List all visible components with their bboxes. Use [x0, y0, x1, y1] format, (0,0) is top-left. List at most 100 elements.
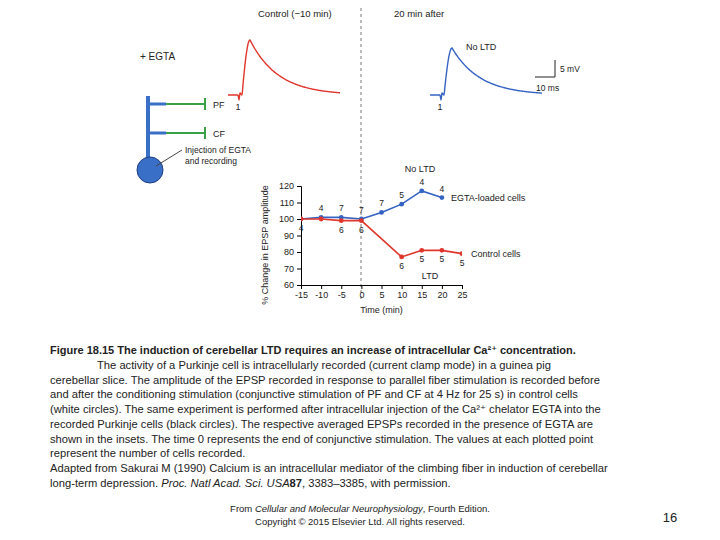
y-axis-line: [297, 187, 302, 286]
y-axis-tick-mark: [297, 285, 301, 286]
caption-line: (white circles). The same experiment is …: [50, 403, 601, 415]
series-point: [301, 217, 303, 222]
x-axis-tick: -10: [315, 285, 328, 300]
reference-part: long-term depression.: [50, 477, 161, 489]
dendrite-branch: [148, 132, 166, 135]
plot-marks: [301, 189, 462, 260]
series-point: [460, 251, 462, 256]
inset-label: No LTD: [466, 42, 497, 52]
caption-line: shown in the insets. The time 0 represen…: [50, 433, 594, 445]
separator: [361, 8, 362, 300]
fiber-label: PF: [213, 100, 225, 110]
caption-title: Figure 18.15 The induction of cerebellar…: [50, 344, 576, 356]
x-axis-tick-mark: [442, 285, 443, 289]
series-line: [301, 219, 462, 257]
annotation: LTD: [422, 271, 439, 281]
footer: From Cellular and Molecular Neurophysiol…: [230, 503, 677, 527]
caption-line: cerebellar slice. The amplitude of the E…: [50, 374, 600, 386]
x-axis-tick-label: 15: [417, 290, 427, 300]
cell-count: 4: [419, 177, 424, 187]
cell-body: [137, 157, 163, 183]
scale-label: 5 mV: [560, 64, 580, 74]
diagram: + EGTA PF CF Injection of EGTAand recording: [137, 51, 251, 183]
scale-bar: [535, 60, 555, 77]
series-point: [339, 218, 344, 223]
series-label: EGTA-loaded cells: [451, 193, 526, 203]
x-axis-tick-mark: [301, 285, 302, 289]
inset-title: 20 min after: [394, 8, 444, 19]
stimulus-label: 1: [437, 102, 442, 112]
reference-part: , 3383–3385, with permission.: [302, 477, 451, 489]
series-point: [419, 248, 424, 253]
y-axis-tick-mark: [297, 219, 301, 220]
reference-part: Proc. Natl Acad. Sci. USA: [161, 477, 289, 489]
scale-label: 10 ms: [536, 83, 559, 93]
x-axis-tick-label: 10: [397, 290, 407, 300]
plot-labels: 4777544EGTA-loaded cells4666555Control c…: [299, 164, 526, 281]
caption-line: and after the conditioning stimulation (…: [50, 388, 578, 400]
series-line: [301, 191, 442, 219]
x-axis-title: Time (min): [360, 305, 403, 315]
caption-line: Adapted from Sakurai M (1990) Calcium is…: [50, 462, 608, 474]
y-axis-tick: 60: [284, 280, 301, 290]
cell-count: 7: [359, 205, 364, 215]
series-point: [379, 210, 384, 215]
electrode-label: and recording: [185, 156, 237, 166]
cell-count: 5: [399, 190, 404, 200]
caption: Figure 18.15 The induction of cerebellar…: [50, 344, 608, 489]
y-axis-title: % Change in EPSP amplitude: [260, 185, 270, 304]
y-axis-tick-label: 70: [284, 264, 294, 274]
cell-count: 4: [440, 184, 445, 194]
cell-count: 7: [339, 203, 344, 213]
x-axis-tick-label: -15: [295, 290, 308, 300]
y-axis-tick-label: 80: [284, 247, 294, 257]
inset-title: Control (−10 min): [258, 8, 332, 19]
y-axis-tick-mark: [297, 203, 301, 204]
stimulus-label: 1: [235, 102, 240, 112]
cell-count: 4: [319, 203, 324, 213]
stimulator: [204, 127, 206, 139]
series-point: [439, 248, 444, 253]
cell-count: 6: [339, 225, 344, 235]
y-axis-tick: 120: [279, 181, 301, 191]
y-axis: 60708090100110120: [279, 181, 302, 290]
source-part: Cellular and Molecular Neurophysiology: [255, 503, 424, 514]
fiber-label: CF: [213, 129, 225, 139]
insets: Control (−10 min) 20 min after 1 1 No LTD 5 m…: [228, 8, 580, 300]
series-point: [319, 217, 324, 222]
series-point: [399, 202, 404, 207]
caption-reference: long-term depression. Proc. Natl Acad. S…: [50, 477, 451, 489]
x-axis-tick-label: -5: [338, 290, 346, 300]
caption-line: represent the number of cells recorded.: [50, 447, 245, 459]
condition-label: + EGTA: [140, 51, 175, 62]
x-axis-tick-label: 20: [437, 290, 447, 300]
y-axis-tick-label: 110: [280, 198, 294, 208]
x-axis-tick: -5: [338, 285, 346, 300]
cell-count: 6: [399, 261, 404, 271]
source-part: , Fourth Edition.: [423, 503, 490, 514]
electrode-label: Injection of EGTA: [185, 145, 251, 155]
footer-copyright: Copyright © 2015 Elsevier Ltd. All right…: [255, 516, 465, 527]
y-axis-tick-label: 120: [279, 181, 294, 191]
x-axis-tick-mark: [382, 285, 383, 289]
x-axis-tick: 15: [417, 285, 427, 300]
x-axis-tick: 0: [359, 285, 364, 300]
cell-count: 5: [419, 254, 424, 264]
cell-count: 4: [299, 223, 304, 233]
electrode: [156, 150, 182, 166]
cell-count: 6: [359, 225, 364, 235]
x-axis-tick: 20: [437, 285, 447, 300]
x-axis-tick-mark: [422, 285, 423, 289]
y-axis-tick: 110: [280, 198, 301, 208]
cell-count: 5: [460, 258, 465, 268]
x-axis-tick-label: 5: [379, 290, 384, 300]
x-axis-tick-label: 0: [359, 290, 364, 300]
x-axis-tick: 10: [397, 285, 407, 300]
page: Control (−10 min) 20 min after 1 1 No LTD 5 m…: [0, 0, 720, 540]
x-axis: -15-10-50510152025: [295, 285, 468, 300]
epsp-trace-control: [228, 40, 340, 100]
series-point: [359, 218, 364, 223]
x-axis-tick-mark: [361, 285, 362, 289]
chart: 60708090100110120-15-10-50510152025Time …: [260, 164, 526, 315]
series-point: [419, 189, 424, 194]
